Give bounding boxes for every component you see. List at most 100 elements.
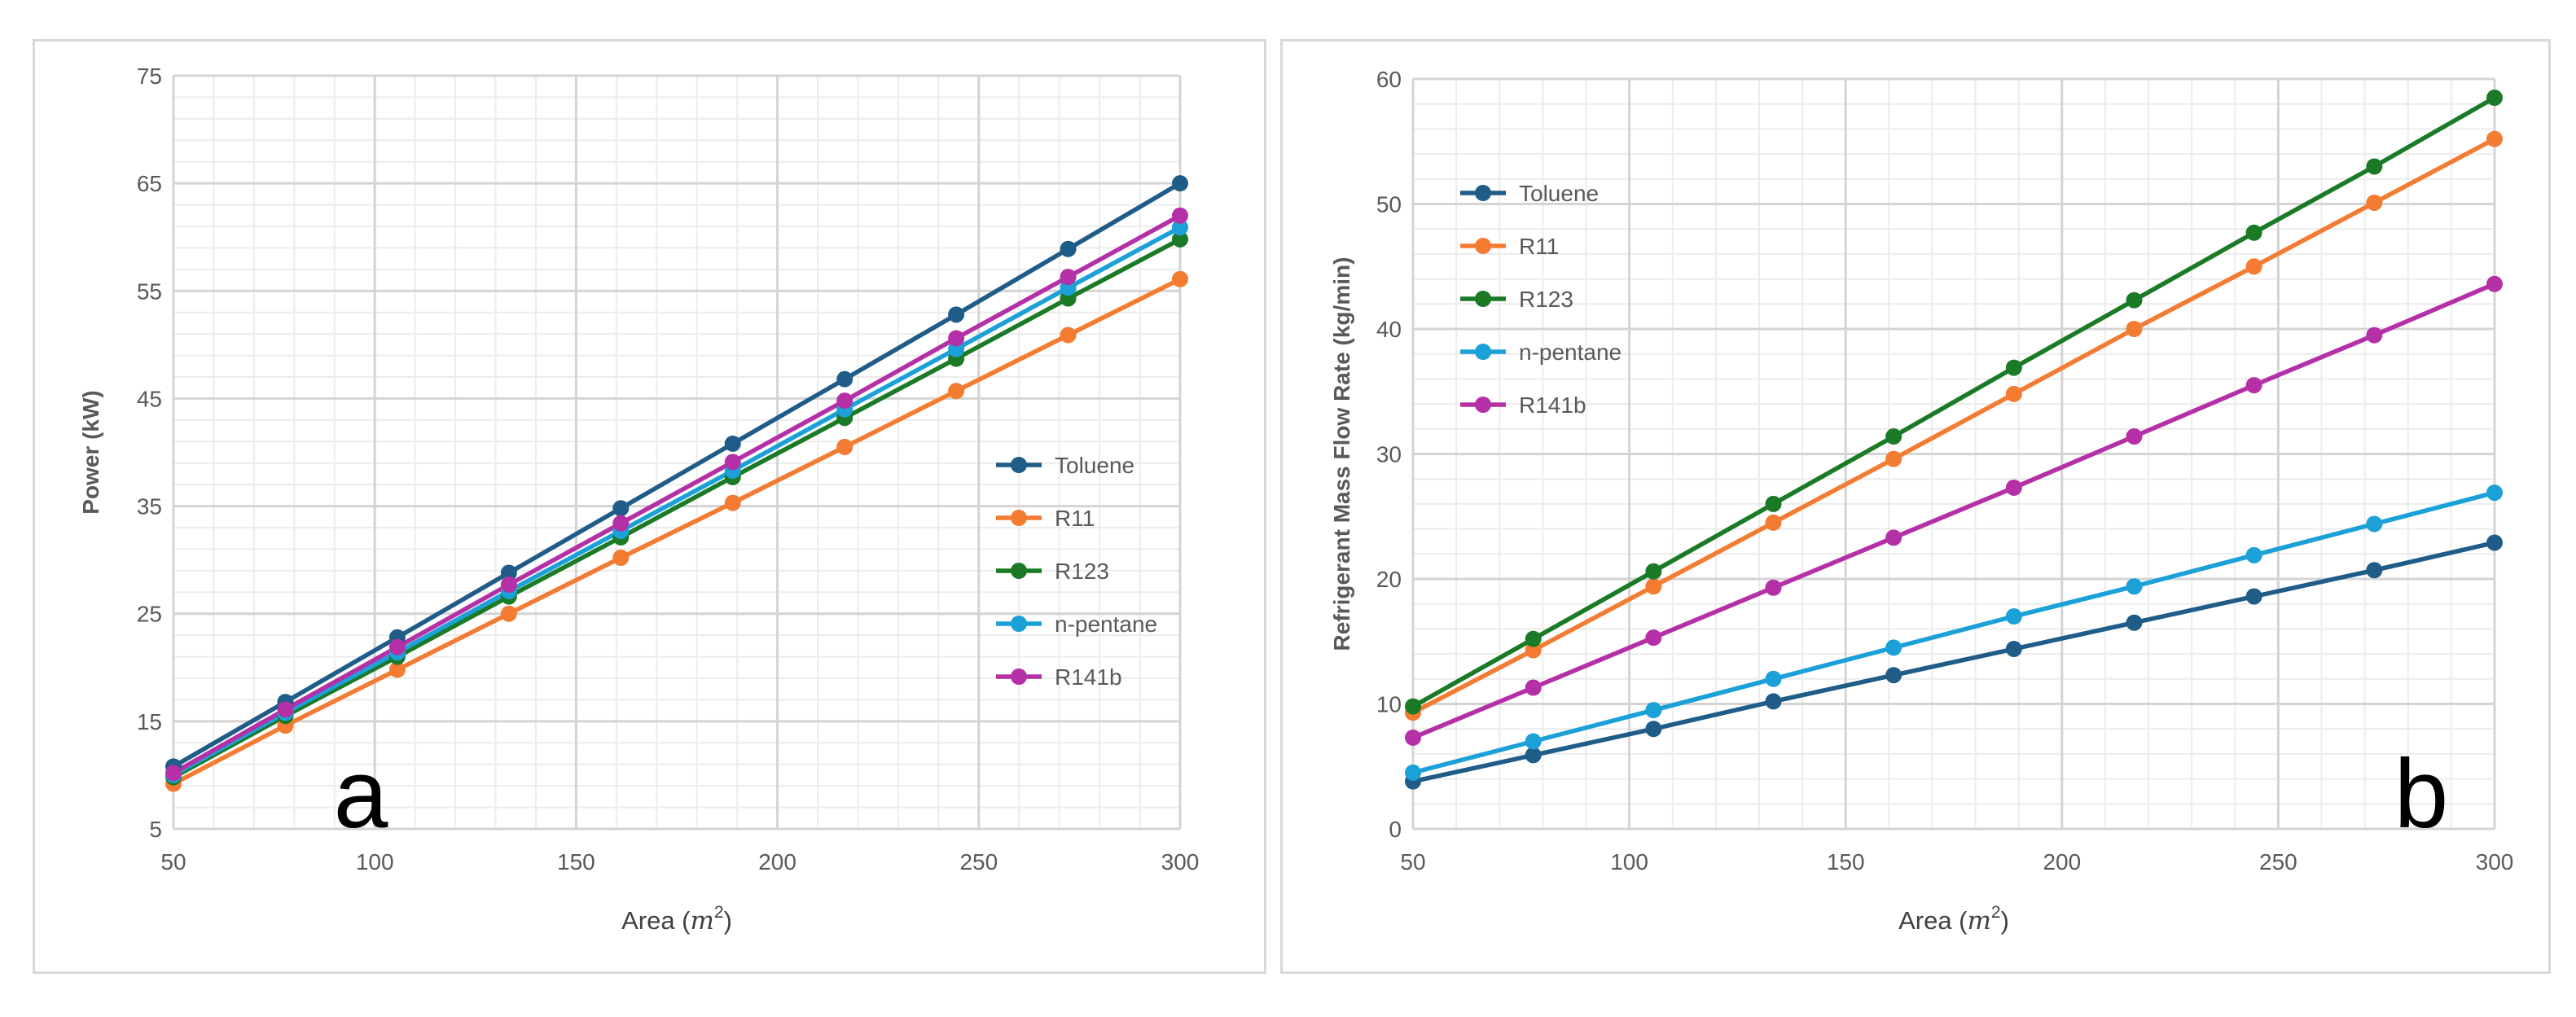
chart-a-panel-letter: a <box>334 739 388 848</box>
chart-b-point-n-pentane <box>1645 702 1662 719</box>
chart-a-point-r141b <box>500 576 517 594</box>
chart-b-point-r123 <box>1525 630 1542 647</box>
chart-a-series-line-n-pentane <box>172 225 1182 778</box>
chart-a-legend-swatch-marker <box>1011 563 1027 579</box>
chart-b-x-tick-label: 150 <box>1827 849 1865 875</box>
chart-b-point-toluene <box>2366 562 2383 579</box>
chart-a-x-tick-label: 250 <box>959 849 998 875</box>
chart-a-legend-swatch-marker <box>1011 510 1027 526</box>
chart-b-y-tick-label: 0 <box>1389 817 1402 842</box>
chart-b-point-toluene <box>1645 721 1662 738</box>
chart-a-point-r141b <box>165 765 182 782</box>
chart-a-legend-swatch-marker <box>1011 457 1027 473</box>
chart-b-point-r123 <box>2486 90 2503 107</box>
chart-b-series-line-r141b <box>1411 282 2496 740</box>
chart-a-point-r11 <box>612 550 630 566</box>
chart-a-legend-swatch-marker <box>1011 669 1027 685</box>
chart-a-point-r11 <box>724 494 741 511</box>
chart-b-point-r11 <box>1525 642 1542 659</box>
chart-a-y-tick-label: 25 <box>137 602 162 627</box>
chart-b-y-tick-label: 10 <box>1376 692 1402 717</box>
chart-b-y-tick-label: 30 <box>1376 442 1402 467</box>
chart-b-legend-swatch-marker <box>1475 185 1491 201</box>
chart-b-y-tick-label: 40 <box>1376 317 1402 342</box>
chart-a-y-axis-title: Power (kW) <box>78 390 103 514</box>
chart-b-point-r11 <box>2126 321 2143 337</box>
chart-a-panel: 5 15 25 35 45 55 65 75 50 100 150 200 250 300 Area (m2… <box>33 39 1266 974</box>
chart-b-point-r141b <box>2126 428 2143 445</box>
chart-a-point-toluene <box>724 435 741 452</box>
chart-b-series-line-r11 <box>1411 137 2496 715</box>
chart-a-y-tick-label: 75 <box>137 64 162 89</box>
chart-a-point-toluene <box>500 564 517 581</box>
chart-b-legend-swatch-marker <box>1475 397 1491 413</box>
chart-a-point-toluene <box>612 500 630 517</box>
chart-b-panel: 0 10 20 30 40 50 60 50 100 150 200 250 300 Area (m2) R… <box>1280 39 2551 974</box>
chart-b-point-toluene <box>1525 747 1542 764</box>
chart-b-legend-swatch-marker <box>1475 344 1491 360</box>
chart-b-point-r11 <box>1885 450 1902 467</box>
chart-b-point-r123 <box>2245 224 2262 241</box>
chart-b-point-r11 <box>1765 514 1782 531</box>
chart-b-x-tick-label: 200 <box>2043 849 2081 875</box>
chart-a-point-toluene <box>948 306 965 323</box>
chart-a-legend-swatch-marker <box>1011 616 1027 632</box>
chart-a-x-tick-label: 150 <box>557 849 595 875</box>
chart-a-point-r123 <box>1172 230 1188 248</box>
chart-a-point-toluene <box>1172 175 1188 192</box>
chart-a-series-line-r141b <box>172 213 1182 775</box>
chart-b-point-r123 <box>2005 359 2022 376</box>
chart-a-y-tick-label: 35 <box>137 494 162 519</box>
chart-b-y-tick-label: 60 <box>1376 67 1402 92</box>
chart-b-point-toluene <box>2486 534 2503 551</box>
chart-b-series-line-n-pentane <box>1412 490 2495 775</box>
chart-b-series-line-toluene <box>1412 540 2495 784</box>
chart-a-x-tick-label: 100 <box>356 849 394 875</box>
chart-b-y-axis-title: Refrigerant Mass Flow Rate (kg/min) <box>1329 257 1354 651</box>
chart-b-point-r141b <box>2245 377 2262 394</box>
chart-b-x-axis-title: Area (m2) <box>1898 903 2009 936</box>
chart-a-svg: 5 15 25 35 45 55 65 75 50 100 150 200 250 300 Area (m2… <box>78 64 1199 936</box>
chart-a-legend-label: n-pentane <box>1055 612 1157 637</box>
chart-a-point-r11 <box>500 605 517 622</box>
chart-b-point-r123 <box>2366 158 2383 175</box>
chart-b-point-r123 <box>1885 428 1902 445</box>
chart-b-panel-letter: b <box>2394 739 2449 848</box>
chart-a-y-tick-label: 5 <box>149 817 162 842</box>
chart-a-point-toluene <box>1060 240 1077 257</box>
chart-b-point-n-pentane <box>2245 546 2262 563</box>
chart-b-point-r141b <box>1645 629 1662 647</box>
chart-b-legend-label: Toluene <box>1519 181 1599 206</box>
chart-a-point-n-pentane <box>1172 219 1188 236</box>
chart-a-y-tick-label: 55 <box>137 278 162 304</box>
chart-b-point-r123 <box>1765 495 1782 512</box>
chart-b-point-r123 <box>1645 563 1662 580</box>
chart-b-point-r11 <box>1645 578 1662 595</box>
chart-b-point-toluene <box>2245 588 2262 605</box>
chart-b-point-r123 <box>1405 698 1421 715</box>
chart-a-y-tick-label: 15 <box>137 709 162 734</box>
chart-b-x-tick-label: 250 <box>2259 849 2297 875</box>
chart-a-legend-label: R11 <box>1055 506 1095 531</box>
chart-a-point-toluene <box>836 370 854 388</box>
chart-b-point-toluene <box>2126 614 2143 631</box>
chart-b-point-r141b <box>2486 275 2503 292</box>
chart-a-y-tick-label: 65 <box>137 171 162 196</box>
chart-b-x-tick-label: 50 <box>1400 849 1425 875</box>
chart-b-point-n-pentane <box>2366 515 2383 533</box>
chart-a-point-r141b <box>277 701 294 718</box>
chart-b-point-n-pentane <box>1765 670 1782 687</box>
chart-a-point-r141b <box>1172 207 1188 224</box>
chart-a-legend-label: R123 <box>1055 559 1109 584</box>
chart-a-point-r141b <box>948 330 965 347</box>
chart-b-legend-label: R123 <box>1519 287 1573 312</box>
chart-b-point-r123 <box>2126 292 2143 309</box>
chart-b-legend-label: n-pentane <box>1519 340 1622 365</box>
chart-b-legend-swatch-marker <box>1475 291 1491 307</box>
chart-a-y-tick-label: 45 <box>137 386 162 411</box>
chart-a-point-r11 <box>1060 327 1077 344</box>
chart-a-point-r11 <box>948 383 965 400</box>
chart-b-point-n-pentane <box>1405 764 1421 781</box>
chart-a-point-r141b <box>724 454 741 471</box>
chart-b-point-toluene <box>1885 667 1902 684</box>
